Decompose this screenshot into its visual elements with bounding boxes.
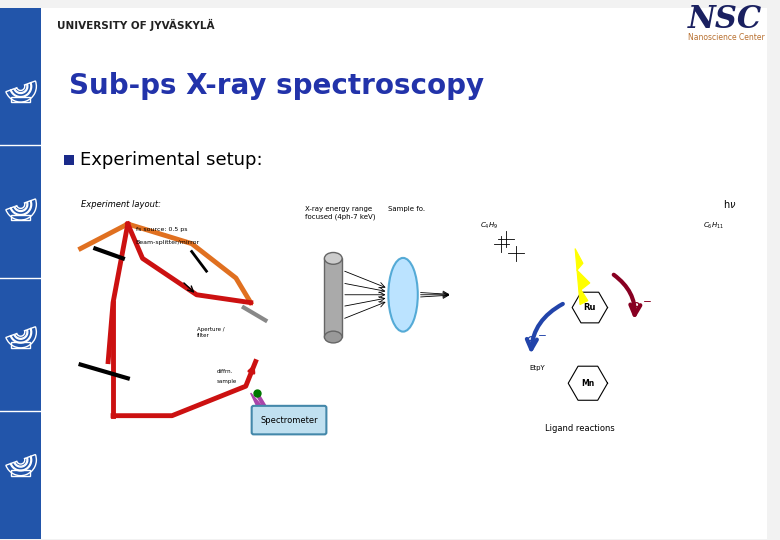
Bar [324,258,342,337]
Text: h$\nu$: h$\nu$ [722,198,736,210]
Text: sample: sample [216,379,236,384]
Polygon shape [575,248,590,305]
Text: $e^-$: $e^-$ [525,334,547,349]
Text: Beam-splitter/mirror: Beam-splitter/mirror [136,240,200,245]
Text: Experimental setup:: Experimental setup: [80,151,262,169]
Ellipse shape [324,253,342,264]
Text: $e^-$: $e^-$ [630,300,652,315]
Text: $C_4H_9$: $C_4H_9$ [480,221,498,231]
Text: EtpY: EtpY [530,366,546,372]
Text: Sub-ps X-ray spectroscopy: Sub-ps X-ray spectroscopy [69,72,484,100]
Bar [11,342,30,348]
Text: UNIVERSITY OF JYVÄSKYLÄ: UNIVERSITY OF JYVÄSKYLÄ [57,19,214,31]
Text: Aperture /
filter: Aperture / filter [197,327,224,338]
Bar [11,97,30,102]
Text: Spectrometer: Spectrometer [261,416,317,425]
Bar [41,8,767,42]
Text: X-ray energy range
focused (4ph-7 keV): X-ray energy range focused (4ph-7 keV) [305,206,375,220]
Text: fs source: 0.5 ps: fs source: 0.5 ps [136,227,187,232]
Text: Nanoscience Center: Nanoscience Center [688,33,765,42]
Text: Ligand reactions: Ligand reactions [545,424,615,433]
Ellipse shape [324,331,342,343]
Polygon shape [250,393,264,408]
Text: NSC: NSC [688,4,762,35]
FancyBboxPatch shape [252,406,326,434]
Text: $C_6H_{11}$: $C_6H_{11}$ [703,221,724,231]
Text: Ru: Ru [583,303,596,312]
Text: Sample fo.: Sample fo. [388,206,425,212]
Text: Experiment layout:: Experiment layout: [80,200,161,209]
Ellipse shape [388,258,418,332]
Text: Mn: Mn [581,379,594,388]
Text: diffrn.: diffrn. [216,369,232,374]
Bar [0,8,41,538]
Bar [11,470,30,476]
Bar [11,214,30,220]
Bar [64,155,74,165]
